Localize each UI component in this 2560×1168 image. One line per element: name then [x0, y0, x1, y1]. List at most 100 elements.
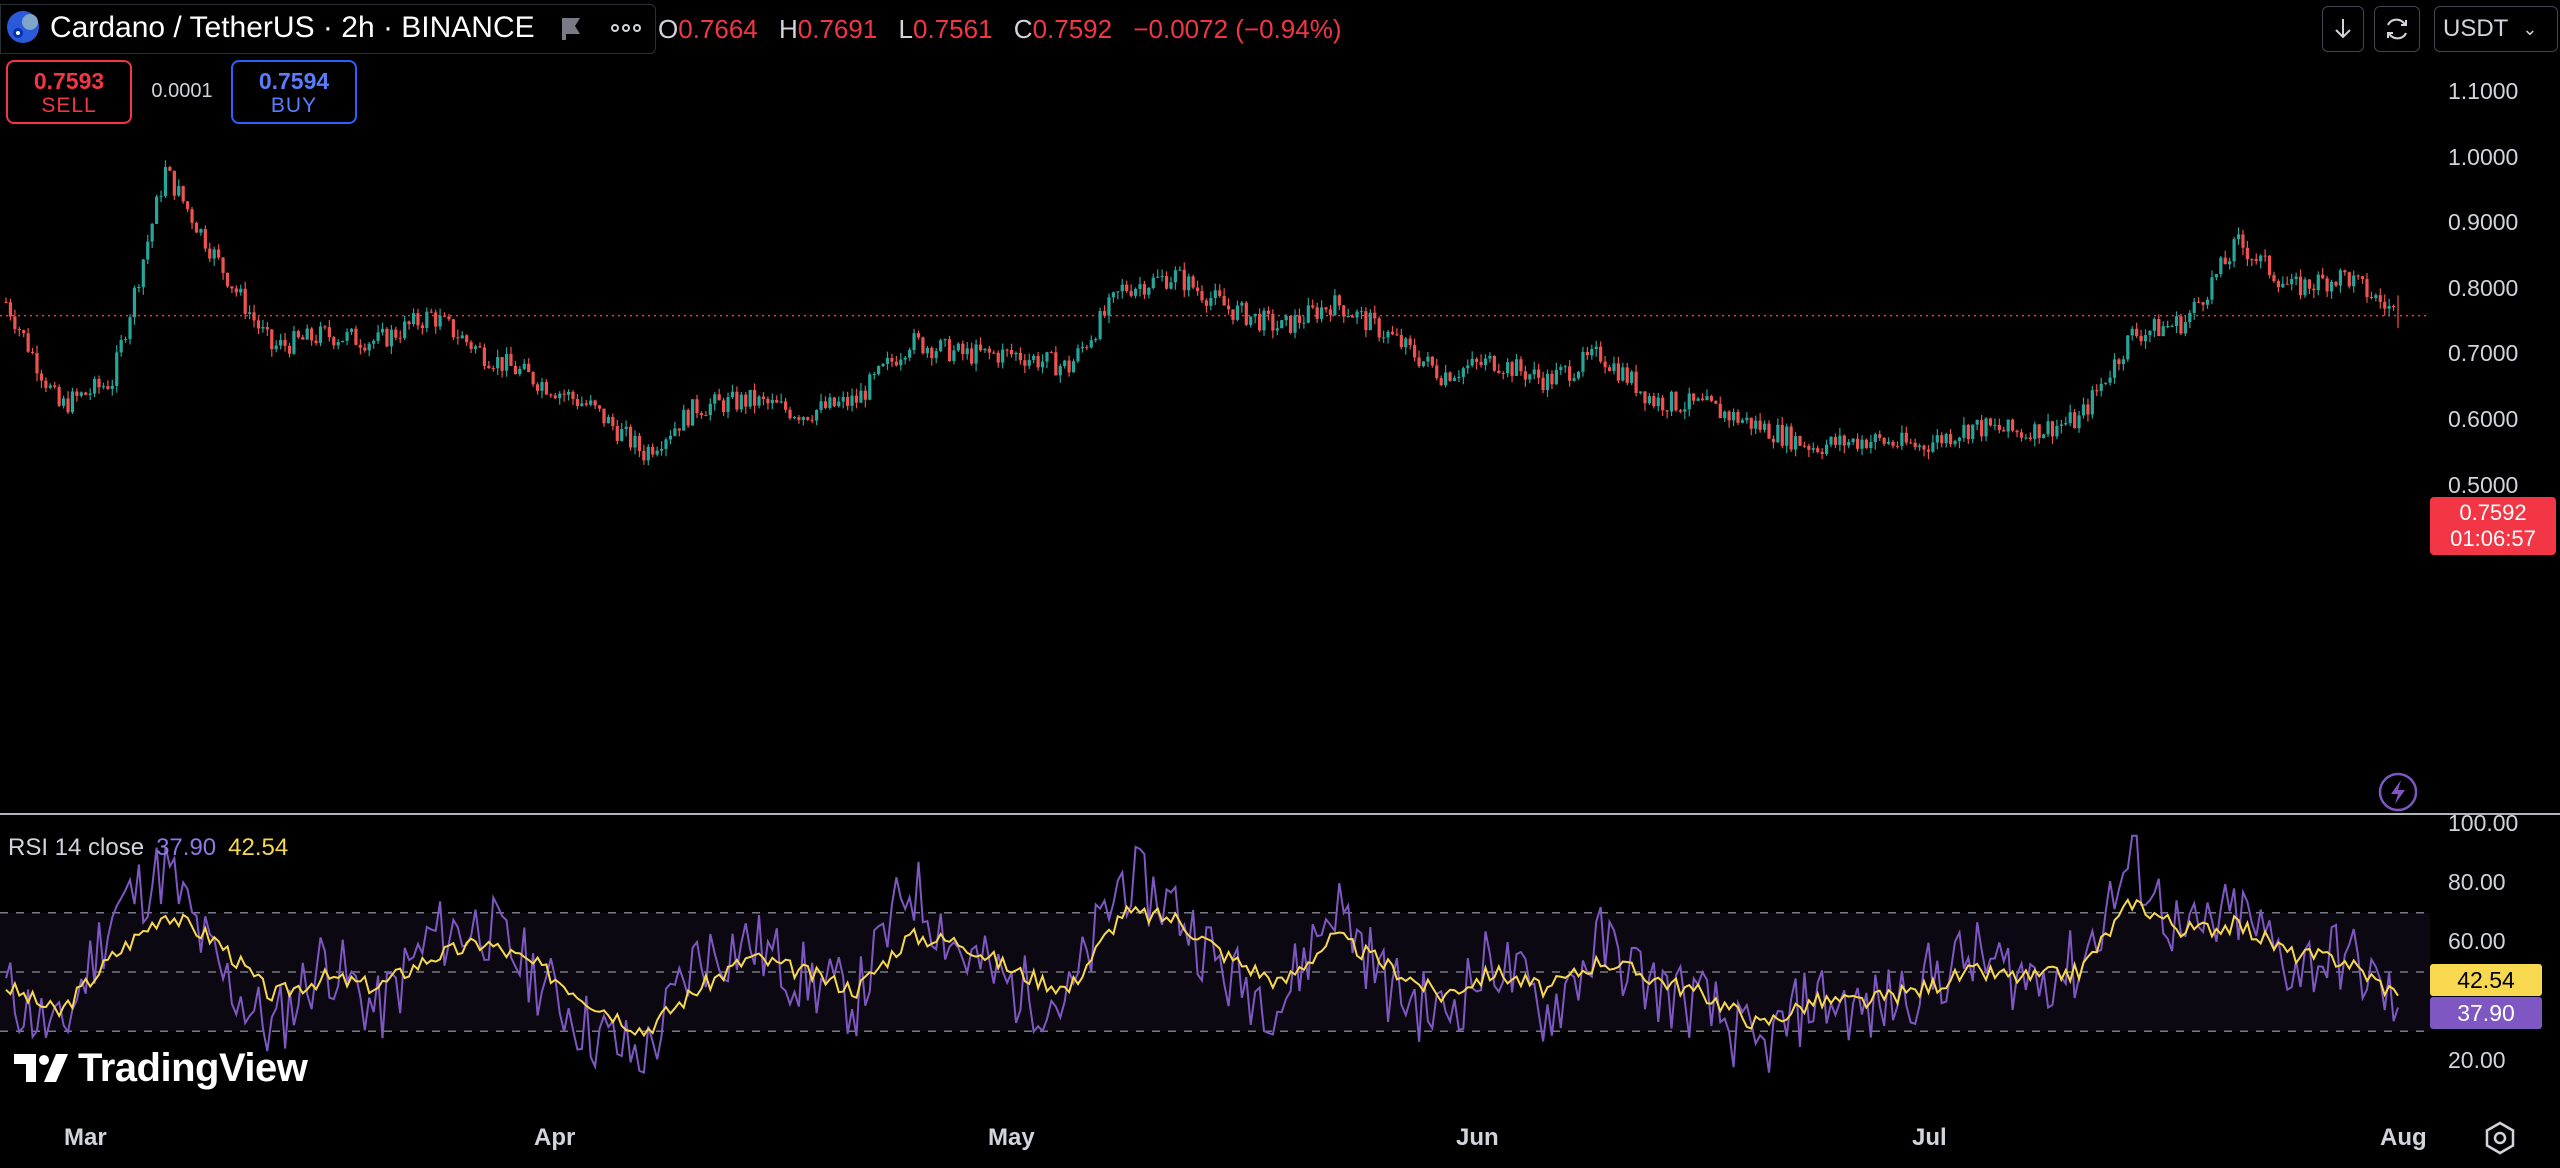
price-tick-label: 0.6000: [2448, 406, 2519, 432]
currency-select[interactable]: USDT ⌄: [2434, 6, 2558, 52]
candle: [1975, 419, 1979, 431]
candle: [496, 349, 500, 376]
candle: [1541, 371, 1545, 394]
candle: [956, 342, 960, 352]
settings-icon[interactable]: [2482, 1120, 2518, 1156]
candle: [677, 428, 681, 437]
candle: [2232, 236, 2236, 268]
candle: [735, 386, 739, 412]
candle: [1980, 414, 1984, 442]
candle: [1483, 354, 1488, 371]
candle: [1063, 359, 1067, 369]
candle: [2312, 283, 2316, 299]
candle: [1696, 396, 1700, 402]
candle: [739, 391, 743, 413]
candle: [832, 396, 836, 408]
candle: [965, 342, 969, 360]
candle: [2183, 315, 2187, 337]
candle: [885, 351, 890, 371]
candle: [1182, 262, 1186, 298]
candle: [1594, 340, 1598, 357]
more-icon[interactable]: [606, 14, 646, 42]
low-label: L: [898, 14, 914, 44]
candle: [1842, 434, 1846, 454]
price-tick-label: 0.5000: [2448, 471, 2519, 498]
symbol-title[interactable]: Cardano / TetherUS · 2h · BINANCE: [50, 11, 535, 44]
flag-icon[interactable]: [556, 14, 586, 42]
pane-divider[interactable]: [0, 813, 2560, 815]
candle: [1129, 284, 1133, 298]
candle: [1005, 348, 1009, 357]
candle: [1040, 354, 1045, 374]
symbol-info-bar[interactable]: [0, 4, 656, 54]
bar-countdown: 01:06:57: [2450, 526, 2536, 551]
candle: [1218, 284, 1222, 298]
candle: [469, 340, 473, 354]
sync-button[interactable]: [2374, 6, 2420, 52]
lightning-icon[interactable]: [2376, 770, 2420, 814]
candle: [403, 315, 407, 341]
candle: [53, 381, 57, 389]
candle: [2307, 279, 2312, 295]
cardano-logo-icon: [7, 11, 39, 43]
low-value: 0.7561: [913, 14, 993, 44]
candle: [1324, 306, 1328, 313]
candle: [416, 308, 420, 330]
candle: [1643, 391, 1647, 412]
candle: [287, 342, 292, 358]
rsi-legend[interactable]: RSI 14 close 37.90 42.54: [8, 834, 288, 862]
candle: [181, 185, 185, 204]
candle: [292, 325, 296, 355]
candle: [318, 321, 323, 347]
last-price: 0.7592: [2459, 500, 2527, 525]
candle: [341, 340, 345, 343]
candle: [2143, 329, 2148, 349]
rsi-ma-value: 42.54: [228, 834, 289, 861]
candle: [1014, 351, 1018, 361]
download-button[interactable]: [2322, 6, 2364, 52]
candle: [1116, 290, 1120, 300]
candle: [141, 258, 145, 295]
candle: [2378, 288, 2382, 309]
candle: [1625, 362, 1629, 386]
buy-button[interactable]: 0.7594 BUY: [231, 60, 357, 124]
candle: [801, 416, 805, 426]
candle: [22, 329, 26, 338]
time-tick-label: Mar: [64, 1124, 107, 1151]
candle: [2329, 279, 2334, 299]
candle: [1537, 363, 1541, 385]
sell-button[interactable]: 0.7593 SELL: [6, 60, 132, 124]
chevron-down-icon: ⌄: [2522, 18, 2538, 39]
price-tick-label: 0.8000: [2448, 274, 2519, 301]
candle: [442, 312, 447, 318]
candle: [1346, 308, 1350, 318]
rsi-chart[interactable]: [0, 820, 2430, 1090]
candle: [837, 396, 841, 408]
candle: [438, 308, 442, 331]
candle: [1355, 309, 1359, 324]
candle: [2037, 424, 2041, 444]
candle: [1439, 375, 1443, 387]
price-chart[interactable]: [0, 58, 2430, 813]
candle: [1762, 420, 1767, 433]
candle: [1674, 391, 1678, 412]
candle: [1187, 273, 1191, 297]
candle: [921, 336, 925, 355]
candle: [1080, 341, 1084, 353]
tradingview-logo[interactable]: TradingView: [12, 1045, 308, 1090]
candle: [327, 320, 331, 342]
candle: [1377, 316, 1381, 342]
candle: [1953, 439, 1957, 447]
candle: [2002, 427, 2006, 432]
tradingview-logo-text: TradingView: [78, 1045, 308, 1090]
candle: [1780, 417, 1784, 449]
candle: [1302, 316, 1306, 329]
candle: [766, 396, 770, 410]
candle: [1962, 417, 1966, 442]
candle: [1457, 370, 1461, 383]
candle: [2228, 257, 2232, 270]
candle: [1718, 396, 1722, 419]
candle: [1009, 343, 1014, 358]
candle: [1413, 338, 1417, 362]
spread-value: 0.0001: [151, 80, 213, 102]
